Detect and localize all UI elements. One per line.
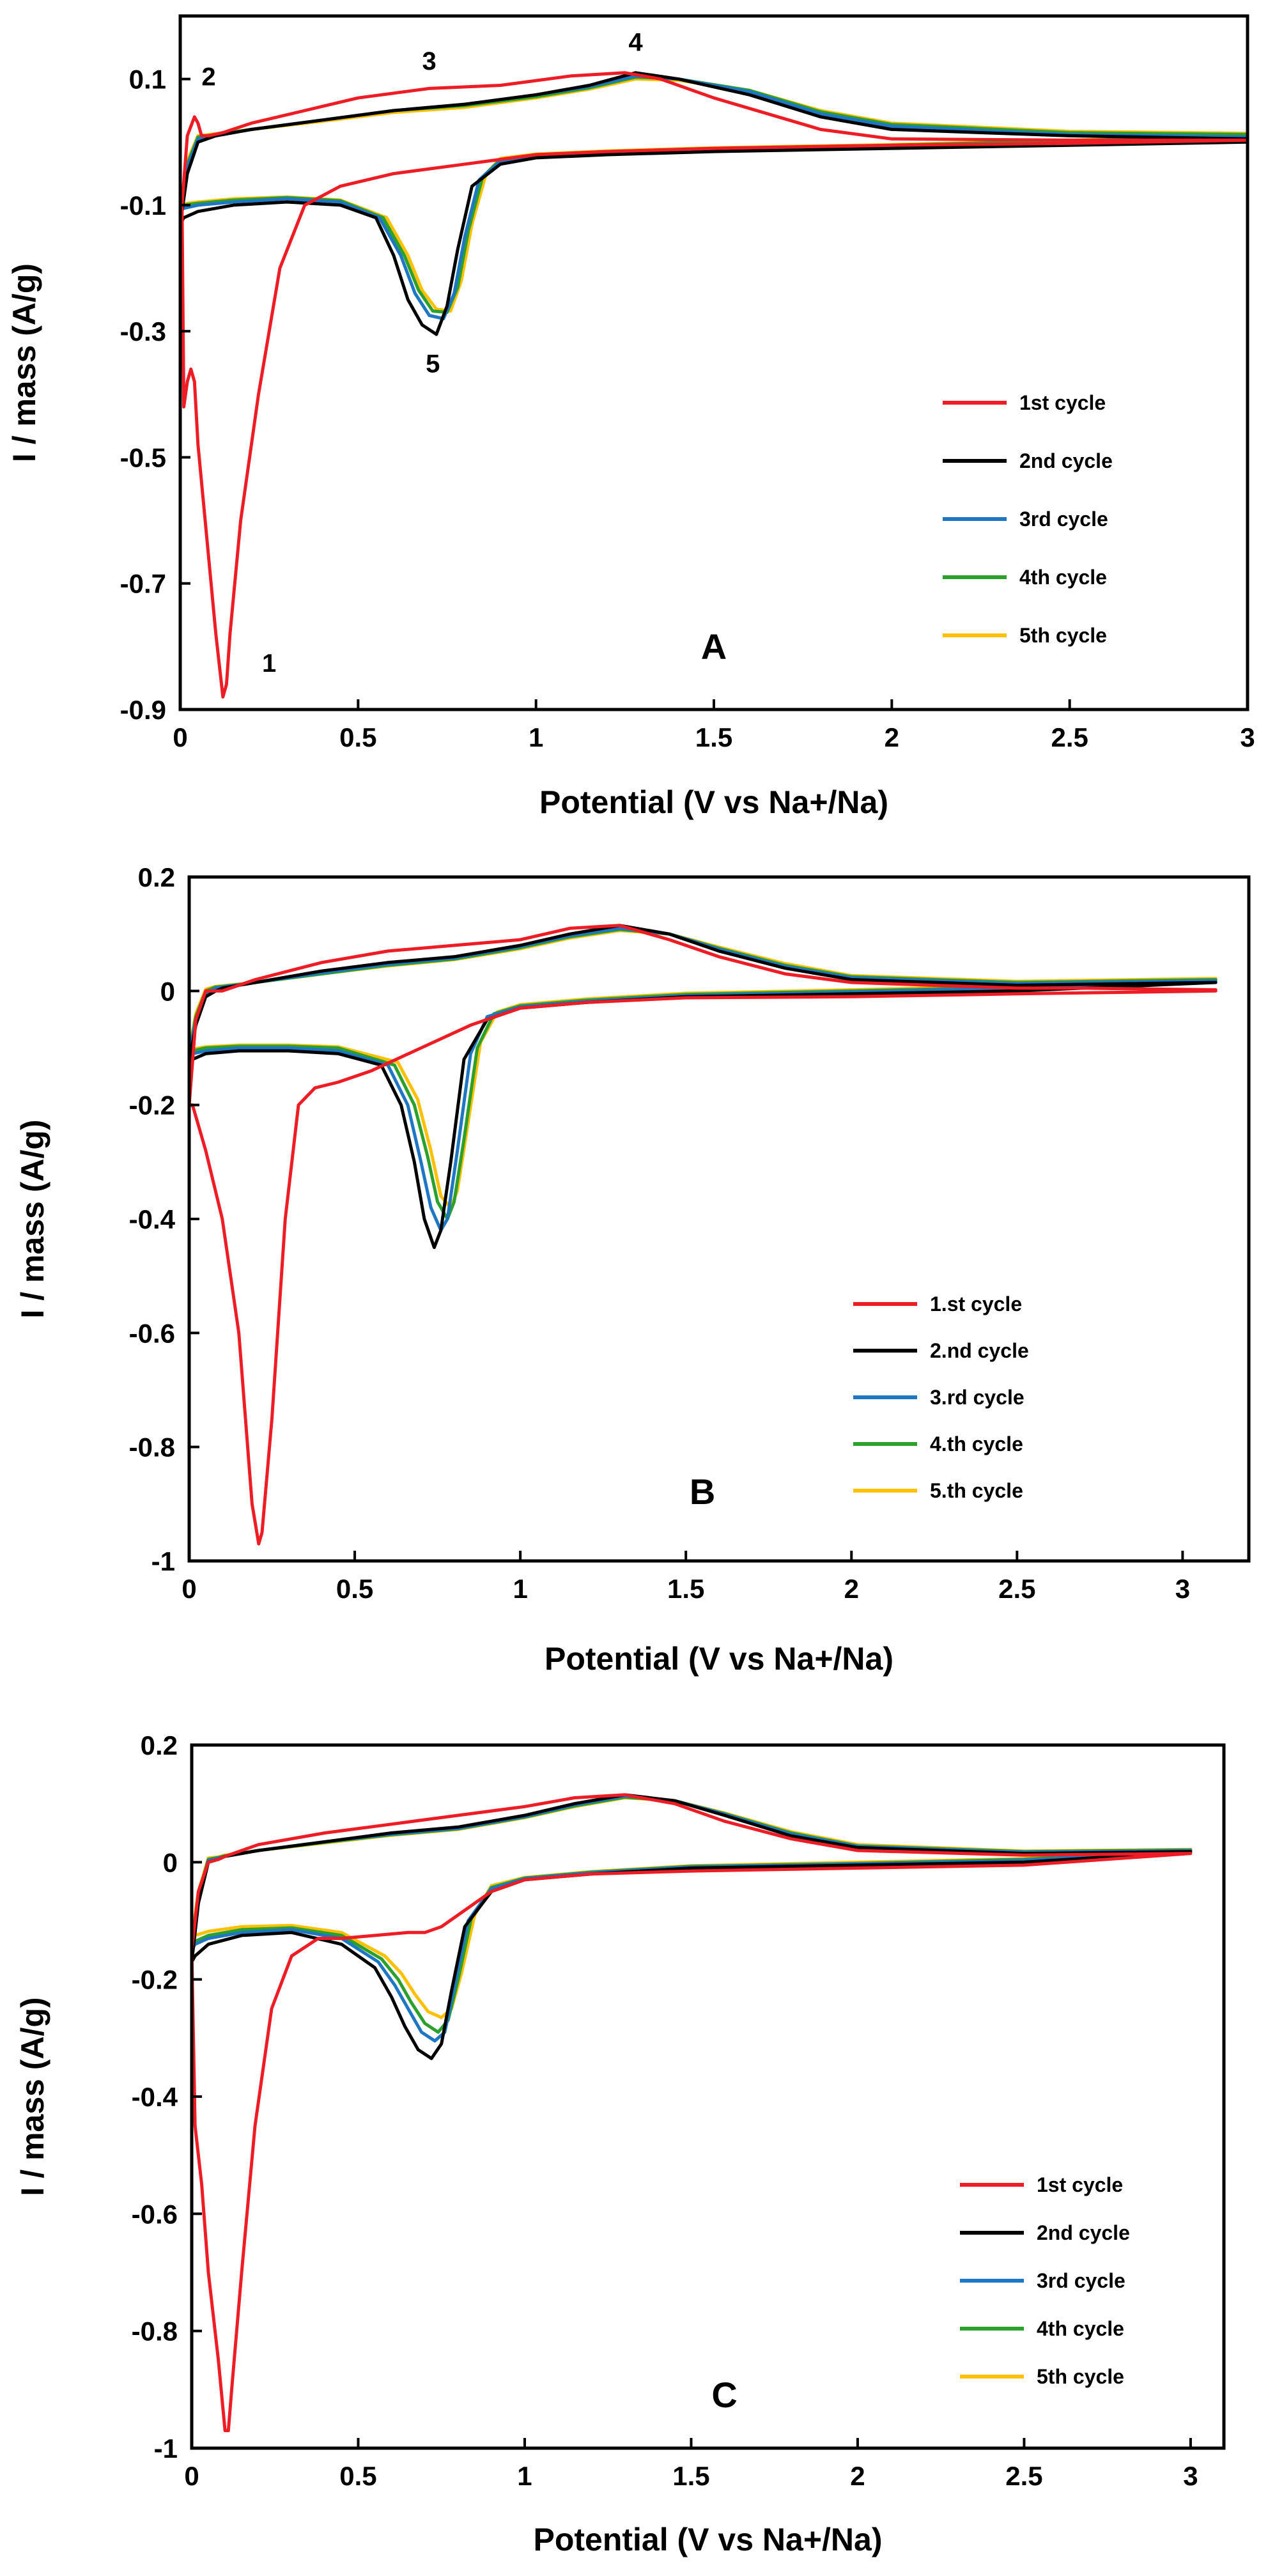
series-line-2 xyxy=(190,1793,1193,2060)
chart-panel-a: 0 0.5 1 1.5 2 2.5 3 0.1 -0.1 -0.3 -0.5 -0.7 -0.9 Pote… xyxy=(6,14,1255,820)
series-line-1 xyxy=(180,71,1249,699)
x-tick-label: 2.5 xyxy=(998,1574,1035,1604)
y-tick-label: 0.2 xyxy=(141,1730,178,1760)
y-tick-label: 0.2 xyxy=(138,862,175,892)
y-axis-label: I / mass (A/g) xyxy=(6,263,42,462)
x-tick-label: 3 xyxy=(1183,2461,1198,2491)
x-tick-label: 1.5 xyxy=(672,2461,709,2491)
legend-label: 4th cycle xyxy=(1037,2317,1124,2340)
peak-label: 2 xyxy=(201,63,215,91)
x-tick-label: 1 xyxy=(517,2461,532,2491)
y-tick-label: -0.7 xyxy=(120,569,166,599)
y-axis-label: I / mass (A/g) xyxy=(15,1119,50,1318)
x-tick-label: 0.5 xyxy=(336,1574,373,1604)
x-tick-label: 1.5 xyxy=(667,1574,704,1604)
x-tick-label: 0 xyxy=(173,722,187,752)
series-line-5 xyxy=(178,77,1249,313)
legend-label: 1st cycle xyxy=(1037,2173,1123,2196)
legend-label: 2.nd cycle xyxy=(930,1339,1029,1362)
peak-label: 3 xyxy=(422,47,437,75)
panel-letter: B xyxy=(690,1471,715,1512)
legend-label: 4.th cycle xyxy=(930,1432,1023,1455)
x-tick-label: 2 xyxy=(885,722,899,752)
peak-label: 4 xyxy=(628,28,643,56)
x-tick-label: 3 xyxy=(1175,1574,1190,1604)
series-line-3 xyxy=(190,1794,1193,2043)
legend-label: 3rd cycle xyxy=(1037,2269,1125,2292)
legend-label: 2nd cycle xyxy=(1037,2221,1130,2244)
x-tick-label: 0.5 xyxy=(339,722,376,752)
legend-label: 5.th cycle xyxy=(930,1479,1023,1502)
y-tick-label: -0.4 xyxy=(129,1204,176,1234)
x-axis-label: Potential (V vs Na+/Na) xyxy=(534,2522,883,2557)
y-tick-label: -0.2 xyxy=(132,1965,178,1995)
x-axis-label: Potential (V vs Na+/Na) xyxy=(545,1641,893,1677)
chart-panel-b: 0 0.5 1 1.5 2 2.5 3 0.2 0 -0.2 -0.4 -0.6 -0.8 -1 Poten… xyxy=(15,862,1251,1677)
panel-letter: A xyxy=(701,626,727,667)
peak-label: 5 xyxy=(426,350,440,378)
y-tick-label: -1 xyxy=(154,2433,178,2463)
x-tick-label: 1 xyxy=(529,722,543,752)
x-tick-label: 2 xyxy=(844,1574,859,1604)
legend-label: 3.rd cycle xyxy=(930,1386,1024,1409)
x-tick-label: 0 xyxy=(184,2461,199,2491)
y-tick-label: -0.8 xyxy=(129,1432,175,1463)
y-tick-label: 0 xyxy=(160,976,175,1006)
panel-letter: C xyxy=(711,2375,737,2415)
y-tick-label: -0.6 xyxy=(132,2199,178,2229)
series-line-3 xyxy=(178,74,1249,320)
y-tick-label: -1 xyxy=(151,1546,175,1576)
legend-label: 1.st cycle xyxy=(930,1292,1022,1315)
y-tick-label: -0.4 xyxy=(132,2082,178,2112)
y-tick-label: 0 xyxy=(163,1847,178,1877)
x-tick-label: 1.5 xyxy=(695,722,732,752)
x-tick-label: 2.5 xyxy=(1005,2461,1042,2491)
x-tick-label: 1 xyxy=(513,1574,527,1604)
legend-label: 4th cycle xyxy=(1019,566,1107,589)
x-tick-label: 2.5 xyxy=(1051,722,1088,752)
peak-label: 1 xyxy=(262,649,276,678)
y-tick-label: -0.6 xyxy=(129,1318,175,1348)
y-tick-label: -0.1 xyxy=(120,190,166,221)
legend-label: 3rd cycle xyxy=(1019,508,1108,531)
y-tick-label: -0.8 xyxy=(132,2316,178,2347)
legend-label: 5th cycle xyxy=(1019,624,1107,647)
series-line-2 xyxy=(178,71,1249,336)
x-tick-label: 3 xyxy=(1240,722,1255,752)
x-tick-label: 0.5 xyxy=(339,2461,376,2491)
x-axis-label: Potential (V vs Na+/Na) xyxy=(539,784,888,820)
series-line-1 xyxy=(190,1793,1193,2432)
legend-label: 2nd cycle xyxy=(1019,449,1113,472)
series-line-1 xyxy=(187,924,1218,1546)
x-tick-label: 2 xyxy=(850,2461,865,2491)
legend-label: 5th cycle xyxy=(1037,2365,1124,2388)
y-tick-label: -0.3 xyxy=(120,316,166,346)
y-tick-label: -0.9 xyxy=(120,695,166,725)
x-tick-label: 0 xyxy=(182,1574,196,1604)
y-axis-label: I / mass (A/g) xyxy=(15,1997,50,2196)
y-tick-label: -0.2 xyxy=(129,1090,175,1121)
series-line-4 xyxy=(190,1796,1193,2034)
chart-panel-c: 0 0.5 1 1.5 2 2.5 3 0.2 0 -0.2 -0.4 -0.6 -0.8 -1 Poten… xyxy=(15,1730,1226,2557)
legend-label: 1st cycle xyxy=(1019,391,1106,414)
y-tick-label: -0.5 xyxy=(120,442,166,472)
series-line-4 xyxy=(178,75,1249,314)
y-tick-label: 0.1 xyxy=(129,65,166,95)
series-line-2 xyxy=(187,924,1218,1250)
